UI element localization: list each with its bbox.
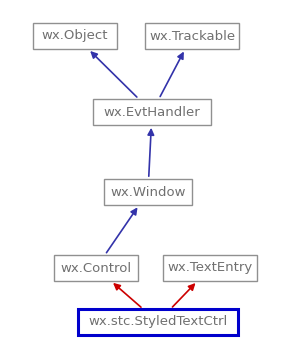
Text: wx.Window: wx.Window [110, 186, 186, 199]
Text: wx.TextEntry: wx.TextEntry [167, 261, 252, 275]
Bar [104, 179, 192, 205]
Bar [163, 255, 257, 281]
Bar [145, 23, 239, 49]
Bar [93, 99, 211, 125]
Text: wx.Trackable: wx.Trackable [149, 30, 235, 43]
Bar [54, 255, 138, 281]
Text: wx.Object: wx.Object [42, 30, 108, 43]
Text: wx.Control: wx.Control [60, 261, 131, 275]
Bar [78, 309, 238, 335]
Text: wx.stc.StyledTextCtrl: wx.stc.StyledTextCtrl [89, 315, 228, 328]
Bar [33, 23, 117, 49]
Text: wx.EvtHandler: wx.EvtHandler [104, 105, 200, 119]
